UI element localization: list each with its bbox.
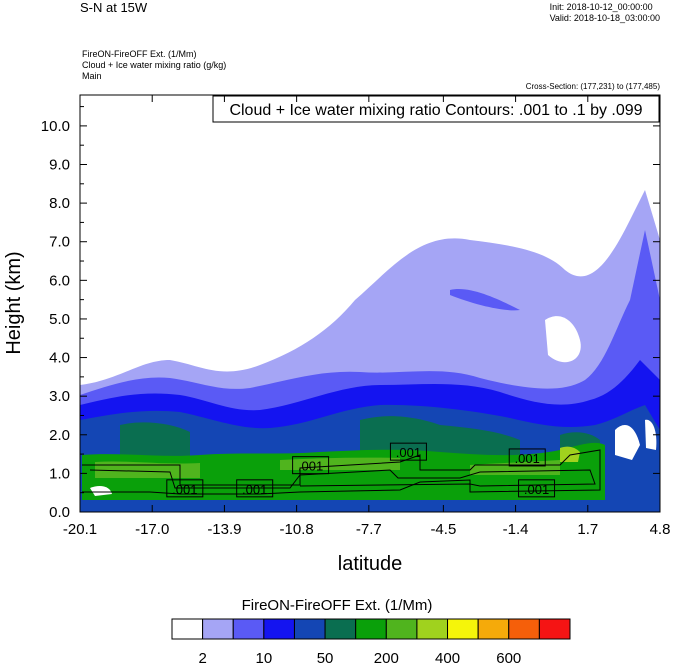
colorbar-label: 10 (256, 650, 273, 667)
x-tick-label: -10.8 (280, 521, 314, 538)
colorbar-title: FireON-FireOFF Ext. (1/Mm) (241, 597, 433, 614)
y-tick-label: 9.0 (49, 157, 70, 174)
x-tick-label: -20.1 (63, 521, 97, 538)
y-tick-label: 5.0 (49, 311, 70, 328)
y-tick-label: 4.0 (49, 350, 70, 367)
contour-line-inner (89, 469, 596, 489)
colorbar-swatch (447, 618, 479, 640)
y-tick-label: 0.0 (49, 504, 70, 521)
contour-label: .001 (396, 445, 421, 460)
contour-label: .001 (172, 482, 197, 497)
colorbar-swatch (232, 618, 265, 640)
colorbar-swatch (324, 618, 357, 640)
cross-section-label: Cross-Section: (177,231) to (177,485) (525, 82, 660, 91)
init-time: Init: 2018-10-12_00:00:00 (549, 2, 653, 12)
y-tick-label: 8.0 (49, 195, 70, 212)
colorbar-label: 2 (198, 650, 206, 667)
y-tick-label: 10.0 (41, 118, 70, 135)
colorbar-swatch (508, 618, 540, 640)
colorbar-label: 400 (435, 650, 460, 667)
contour-label-box (236, 479, 274, 498)
y-tick-label: 3.0 (49, 388, 70, 405)
field-contour: Cloud + Ice water mixing ratio (g/kg) (82, 60, 227, 70)
x-axis-label: latitude (338, 553, 403, 575)
colorbar: 2 10 50 200 400 600 (171, 618, 571, 667)
contour-label-box (389, 442, 427, 461)
x-tick-label: -4.5 (430, 521, 456, 538)
x-tick-label: -17.0 (135, 521, 169, 538)
contour-labels: .001 .001 .001 .001 .001 .001 (166, 442, 556, 498)
contour-label: .001 (515, 451, 540, 466)
y-tick-label: 1.0 (49, 465, 70, 482)
contour-label-box (508, 448, 546, 467)
contour-label: .001 (242, 482, 267, 497)
colorbar-swatch (477, 618, 510, 640)
colorbar-swatch (538, 618, 571, 640)
extinction-field (80, 190, 660, 512)
x-tick-label: -13.9 (207, 521, 241, 538)
y-tick-label: 6.0 (49, 272, 70, 289)
y-tick-label: 2.0 (49, 427, 70, 444)
colorbar-swatch (416, 618, 449, 640)
colorbar-swatch (202, 618, 234, 640)
y-axis-label: Height (km) (3, 251, 25, 354)
contour-info-box (212, 95, 660, 123)
field-shaded: FireON-FireOFF Ext. (1/Mm) (82, 49, 197, 59)
y-axis-ticks: 0.0 1.0 2.0 3.0 4.0 5.0 6.0 7.0 8.0 9.0 10.0 (41, 106, 660, 521)
field-descriptions: FireON-FireOFF Ext. (1/Mm) Cloud + Ice w… (82, 49, 226, 82)
colorbar-swatch (263, 618, 295, 640)
contour-label-box (166, 479, 204, 498)
colorbar-swatch (293, 618, 326, 640)
contour-label: .001 (524, 482, 549, 497)
valid-time: Valid: 2018-10-18_03:00:00 (549, 13, 660, 23)
layer-green-band (82, 442, 605, 500)
contour-info-text: Cloud + Ice water mixing ratio Contours:… (229, 102, 642, 119)
x-tick-label: 4.8 (650, 521, 671, 538)
colorbar-swatch (355, 618, 387, 640)
contour-label-box (518, 479, 556, 498)
plot-title: S-N at 15W (80, 0, 148, 15)
colorbar-label: 600 (496, 650, 521, 667)
colorbar-label: 200 (374, 650, 399, 667)
plot-frame (79, 94, 661, 513)
x-tick-label: 1.7 (577, 521, 598, 538)
x-tick-label: -7.7 (356, 521, 382, 538)
contour-label: .001 (298, 459, 323, 474)
colorbar-swatch (385, 618, 418, 640)
field-domain: Main (82, 71, 102, 81)
contour-label-box (292, 456, 330, 475)
x-axis-ticks: -20.1 -17.0 -13.9 -10.8 -7.7 -4.5 -1.4 1.7 4.8 (63, 95, 671, 538)
colorbar-label: 50 (317, 650, 334, 667)
run-times: Init: 2018-10-12_00:00:00 Valid: 2018-10… (550, 2, 660, 24)
x-tick-label: -1.4 (503, 521, 529, 538)
colorbar-swatch (171, 618, 204, 640)
y-tick-label: 7.0 (49, 234, 70, 251)
